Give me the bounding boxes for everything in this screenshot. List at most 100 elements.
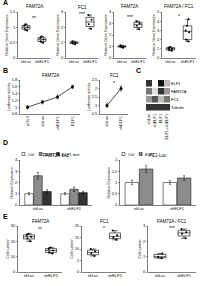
svg-text:*: * — [113, 80, 115, 86]
svg-text:shELF1: shELF1 — [67, 206, 82, 211]
svg-text:shLuc: shLuc — [40, 116, 45, 127]
svg-text:1: 1 — [15, 191, 18, 196]
svg-text:Cell number: Cell number — [6, 239, 10, 259]
svg-text:1: 1 — [95, 103, 98, 108]
svg-text:1: 1 — [61, 40, 64, 45]
svg-text:Relative Expression: Relative Expression — [107, 167, 111, 199]
svg-text:0: 0 — [115, 202, 118, 207]
svg-text:0.5: 0.5 — [112, 191, 118, 196]
svg-text:1.5: 1.5 — [10, 9, 16, 14]
svg-text:shELF1: shELF1 — [55, 115, 60, 130]
svg-text:D: D — [3, 139, 8, 146]
svg-text:ELF1: ELF1 — [171, 81, 181, 86]
svg-text:1.2: 1.2 — [12, 98, 18, 103]
svg-text:4: 4 — [109, 9, 112, 14]
svg-text:1: 1 — [157, 46, 160, 51]
svg-text:Tubulin: Tubulin — [171, 105, 184, 110]
svg-text:pGL3: pGL3 — [25, 115, 30, 126]
svg-text:FAM72A-Luc: FAM72A-Luc — [43, 153, 70, 158]
svg-text:2: 2 — [61, 25, 64, 30]
svg-text:1.5: 1.5 — [112, 169, 118, 174]
svg-text:shLuc: shLuc — [134, 206, 145, 211]
svg-text:Luciferase activity: Luciferase activity — [7, 83, 11, 112]
svg-text:3: 3 — [15, 169, 18, 174]
svg-text:ELF1: ELF1 — [70, 115, 75, 125]
svg-text:1.5: 1.5 — [92, 94, 98, 99]
svg-text:Cell number: Cell number — [138, 239, 142, 259]
svg-text:1: 1 — [143, 254, 146, 259]
svg-text:Ctrl: Ctrl — [28, 152, 34, 157]
svg-text:0.5: 0.5 — [92, 111, 98, 116]
svg-text:FC1: FC1 — [78, 5, 87, 10]
svg-text:0: 0 — [109, 55, 112, 60]
svg-text:FC1: FC1 — [171, 97, 179, 102]
svg-text:**: ** — [32, 15, 36, 21]
svg-text:1.8: 1.8 — [12, 77, 18, 82]
svg-text:20: 20 — [75, 223, 80, 228]
svg-text:FAM72A / FC1: FAM72A / FC1 — [164, 4, 194, 9]
svg-text:0: 0 — [15, 202, 18, 207]
svg-text:shELF1: shELF1 — [177, 273, 192, 278]
svg-text:1: 1 — [15, 105, 18, 110]
svg-text:0: 0 — [77, 269, 80, 274]
svg-text:FAM72A: FAM72A — [32, 219, 49, 224]
svg-text:Relative Gene Expression: Relative Gene Expression — [56, 14, 60, 56]
svg-text:1: 1 — [109, 44, 112, 49]
svg-text:shLuc: shLuc — [146, 114, 151, 125]
svg-text:15: 15 — [75, 235, 80, 240]
svg-text:1: 1 — [13, 25, 16, 30]
svg-text:2.5: 2.5 — [92, 77, 98, 82]
svg-text:0.8: 0.8 — [12, 111, 18, 116]
svg-text:***: *** — [127, 14, 133, 20]
svg-text:Cell number: Cell number — [70, 239, 74, 259]
svg-text:FC1: FC1 — [100, 219, 109, 224]
svg-text:C: C — [136, 67, 141, 74]
svg-text:shLuc: shLuc — [24, 273, 35, 278]
svg-text:shELF1: shELF1 — [118, 115, 123, 130]
svg-text:3: 3 — [61, 9, 64, 14]
svg-text:Relative Expression: Relative Expression — [10, 167, 14, 199]
svg-text:shLuc: shLuc — [117, 59, 128, 64]
svg-text:3: 3 — [157, 28, 160, 33]
svg-text:0.5: 0.5 — [10, 40, 16, 45]
svg-text:0: 0 — [61, 55, 64, 60]
svg-text:FC1: FC1 — [110, 73, 119, 78]
svg-text:10: 10 — [75, 246, 80, 251]
svg-text:FAM72A: FAM72A — [26, 4, 43, 9]
svg-text:0: 0 — [13, 55, 16, 60]
svg-text:E: E — [3, 213, 8, 220]
svg-text:shELF1: shELF1 — [152, 113, 157, 128]
svg-text:FAM72A: FAM72A — [42, 73, 59, 78]
svg-text:shLuc: shLuc — [155, 273, 166, 278]
svg-text:4: 4 — [157, 19, 160, 24]
svg-text:FC1-Luc: FC1-Luc — [149, 153, 167, 158]
svg-text:4: 4 — [15, 157, 18, 162]
svg-text:0: 0 — [13, 269, 16, 274]
svg-text:shLuc: shLuc — [88, 273, 99, 278]
svg-text:Luciferase activity: Luciferase activity — [87, 83, 91, 112]
svg-text:2: 2 — [15, 180, 18, 185]
svg-text:shLuc: shLuc — [165, 59, 176, 64]
svg-text:1.6: 1.6 — [12, 84, 18, 89]
svg-text:ELF1: ELF1 — [158, 113, 163, 123]
svg-text:ELF1: ELF1 — [145, 152, 155, 157]
svg-text:shLuc: shLuc — [21, 59, 32, 64]
svg-text:Relative Gene Expression: Relative Gene Expression — [152, 14, 156, 56]
svg-text:FAM72A: FAM72A — [171, 89, 187, 94]
svg-text:FAM72A / FC1: FAM72A / FC1 — [157, 219, 187, 224]
svg-text:shELF1: shELF1 — [131, 59, 146, 64]
svg-text:ELF1 mut: ELF1 mut — [62, 152, 80, 157]
svg-text:Ctrl: Ctrl — [128, 152, 134, 157]
svg-text:B: B — [3, 67, 8, 74]
svg-text:Relative Gene Expression: Relative Gene Expression — [104, 14, 108, 56]
svg-text:shELF1: shELF1 — [83, 59, 98, 64]
svg-text:shLuc: shLuc — [104, 116, 109, 127]
svg-text:**: ** — [38, 226, 42, 232]
svg-text:*: * — [103, 225, 105, 231]
svg-text:2: 2 — [157, 37, 160, 42]
svg-text:30: 30 — [11, 223, 16, 228]
svg-text:FAM72A: FAM72A — [121, 4, 138, 9]
svg-text:1: 1 — [115, 180, 118, 185]
svg-text:3: 3 — [143, 223, 146, 228]
svg-text:*: * — [178, 13, 180, 19]
